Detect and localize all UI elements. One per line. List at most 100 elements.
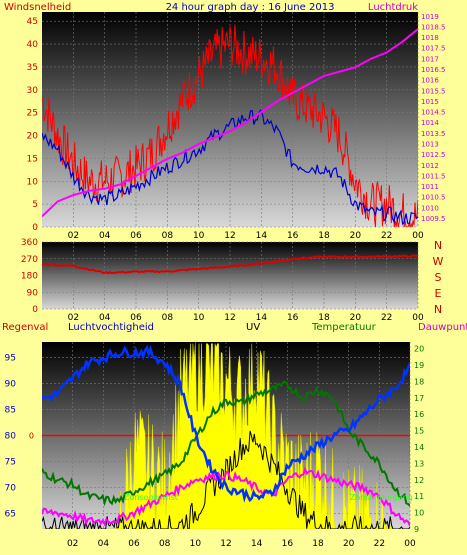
direction-time-axis: 02 04 06 08 10 12 14 16 18 20 22 00 [68, 313, 424, 323]
humidity-tick-label: 75 [5, 457, 16, 467]
x-tick-label: 02 [67, 539, 78, 549]
uv-line [42, 430, 410, 529]
y-tick-label: 0 [32, 305, 38, 315]
x-tick-label: 00 [412, 231, 424, 241]
chart-title: 24 hour graph day : 16 June 2013 [166, 2, 335, 13]
x-tick-label: 20 [350, 231, 362, 241]
x-tick-label: 22 [381, 313, 392, 323]
x-tick-label: 10 [193, 231, 205, 241]
humidity-tick-label: 65 [5, 509, 16, 519]
wind-series [42, 24, 418, 227]
x-tick-label: 16 [287, 313, 299, 323]
x-tick-label: 04 [98, 539, 110, 549]
temperature-tick-label: 10 [414, 509, 424, 518]
pressure-tick-label: 1011 [421, 183, 439, 191]
dewpoint-legend-label: Dauwpunt [418, 322, 467, 333]
x-tick-label: 14 [256, 231, 268, 241]
y-tick-label: 5 [32, 200, 38, 210]
temperature-tick-label: 9 [414, 525, 419, 534]
wind-grid [42, 12, 419, 228]
y-tick-label: 180 [21, 272, 38, 282]
x-tick-label: 12 [220, 539, 231, 549]
pressure-tick-label: 1011.5 [421, 172, 446, 180]
sunrise-annotation: Zonsopkomst [124, 493, 178, 502]
y-tick-label: 90 [27, 288, 39, 298]
solar-radiation-area [42, 343, 410, 529]
pressure-tick-label: 1014 [421, 119, 439, 127]
x-tick-label: 12 [224, 231, 235, 241]
temperature-tick-label: 18 [414, 377, 424, 386]
pressure-tick-label: 1017.5 [421, 45, 446, 53]
temperature-tick-label: 20 [414, 345, 424, 354]
temperature-tick-label: 13 [414, 459, 424, 468]
pressure-tick-label: 1014.5 [421, 109, 446, 117]
temperature-tick-label: 12 [414, 476, 424, 485]
y-tick-label: 360 [21, 238, 38, 248]
x-tick-label: 08 [162, 231, 174, 241]
wind-average-line [42, 108, 418, 226]
temperature-tick-label: 15 [414, 427, 424, 436]
humidity-tick-label: 90 [5, 380, 17, 390]
pressure-tick-label: 1017 [421, 55, 439, 63]
x-tick-label: 22 [374, 539, 385, 549]
weather-series [42, 343, 410, 529]
x-tick-label: 02 [68, 313, 79, 323]
temperature-tick-label: 14 [414, 443, 424, 452]
x-tick-label: 08 [162, 313, 174, 323]
y-tick-label: 30 [27, 86, 39, 96]
y-tick-label: 25 [27, 109, 38, 119]
x-tick-label: 00 [412, 313, 424, 323]
temperature-tick-label: 16 [414, 410, 424, 419]
x-tick-label: 16 [287, 231, 299, 241]
humidity-tick-label: 95 [5, 354, 16, 364]
pressure-tick-label: 1013.5 [421, 130, 446, 138]
wind-speed-axis-title: Windsnelheid [4, 2, 71, 13]
temperature-tick-label: 11 [414, 492, 424, 501]
pressure-tick-label: 1012 [421, 162, 439, 170]
humidity-legend-label: Luchtvochtigheid [68, 322, 154, 333]
pressure-tick-label: 1015.5 [421, 87, 446, 95]
pressure-tick-label: 1018 [421, 34, 439, 42]
sunset-annotation: Zonsondergang [350, 493, 413, 502]
x-tick-label: 20 [343, 539, 355, 549]
humidity-tick-label: 70 [5, 483, 17, 493]
y-tick-label: 20 [27, 132, 39, 142]
x-tick-label: 12 [224, 313, 235, 323]
temperature-axis: 9 10 11 12 13 14 15 16 17 18 19 20 [414, 345, 424, 534]
compass-label: W [433, 255, 444, 268]
x-tick-label: 06 [130, 313, 142, 323]
pressure-tick-label: 1013 [421, 140, 439, 148]
pressure-axis-title: Luchtdruk [368, 2, 418, 13]
temperature-legend-label: Temperatuur [311, 322, 377, 333]
dewpoint-line [42, 466, 410, 527]
x-tick-label: 14 [256, 313, 268, 323]
pressure-tick-label: 1018.5 [421, 23, 446, 31]
y-tick-label: 10 [27, 177, 39, 187]
direction-series [42, 254, 418, 275]
y-tick-label: 15 [27, 154, 38, 164]
compass-label: N [434, 303, 442, 316]
pressure-tick-label: 1012.5 [421, 151, 446, 159]
wind-direction-line [42, 254, 418, 275]
x-tick-label: 04 [99, 313, 111, 323]
pressure-axis: 1009.5 1010 1010.5 1011 1011.5 1012 1012.5 1013… [421, 13, 446, 223]
wind-time-axis: 02 04 06 08 10 12 14 16 18 20 22 00 [68, 231, 424, 241]
direction-axis: 0 90 180 270 360 [21, 238, 38, 315]
pressure-tick-label: 1009.5 [421, 215, 446, 223]
x-tick-label: 18 [318, 313, 330, 323]
compass-label: S [435, 271, 442, 284]
y-tick-label: 270 [21, 255, 38, 265]
humidity-line [42, 344, 410, 503]
temperature-tick-label: 17 [414, 394, 424, 403]
humidity-tick-label: 85 [5, 406, 16, 416]
pressure-tick-label: 1015 [421, 98, 439, 106]
pressure-line [42, 28, 418, 218]
pressure-tick-label: 1016.5 [421, 66, 446, 74]
x-tick-label: 02 [68, 231, 79, 241]
y-tick-label: 0 [32, 223, 38, 233]
x-tick-label: 06 [130, 231, 142, 241]
